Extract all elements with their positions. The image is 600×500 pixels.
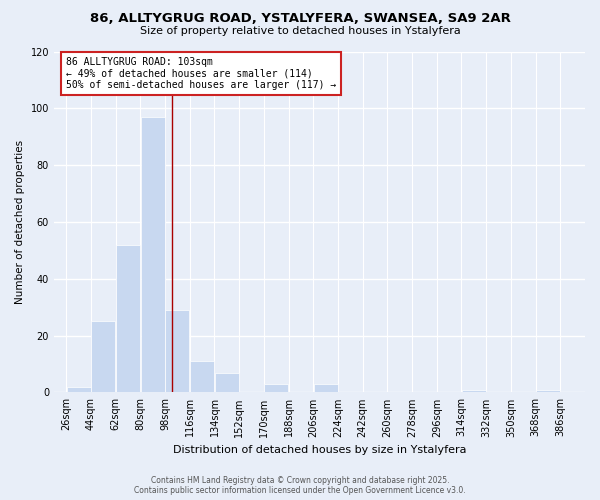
Bar	[462, 390, 486, 392]
Bar	[536, 390, 560, 392]
Bar	[166, 310, 190, 392]
Bar	[314, 384, 338, 392]
Bar	[264, 384, 288, 392]
Bar	[215, 372, 239, 392]
Bar	[141, 117, 165, 392]
Bar	[67, 386, 91, 392]
Bar	[190, 361, 214, 392]
X-axis label: Distribution of detached houses by size in Ystalyfera: Distribution of detached houses by size …	[173, 445, 466, 455]
Text: 86 ALLTYGRUG ROAD: 103sqm
← 49% of detached houses are smaller (114)
50% of semi: 86 ALLTYGRUG ROAD: 103sqm ← 49% of detac…	[66, 57, 337, 90]
Text: Size of property relative to detached houses in Ystalyfera: Size of property relative to detached ho…	[140, 26, 460, 36]
Text: 86, ALLTYGRUG ROAD, YSTALYFERA, SWANSEA, SA9 2AR: 86, ALLTYGRUG ROAD, YSTALYFERA, SWANSEA,…	[89, 12, 511, 26]
Bar	[91, 322, 115, 392]
Text: Contains HM Land Registry data © Crown copyright and database right 2025.
Contai: Contains HM Land Registry data © Crown c…	[134, 476, 466, 495]
Y-axis label: Number of detached properties: Number of detached properties	[15, 140, 25, 304]
Bar	[116, 244, 140, 392]
